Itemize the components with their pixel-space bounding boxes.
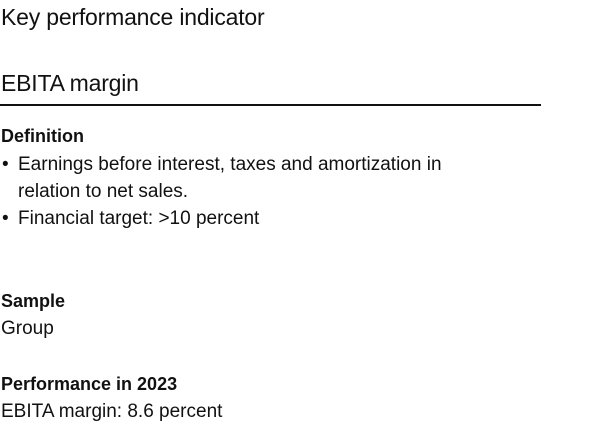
bullet-text: Financial target: >10 percent [18, 208, 260, 229]
list-item: • Earnings before interest, taxes and am… [0, 151, 488, 205]
bullet-text: Earnings before interest, taxes and amor… [18, 154, 442, 202]
definition-list: • Earnings before interest, taxes and am… [0, 151, 488, 232]
performance-value: EBITA margin: 8.6 percent [1, 401, 223, 422]
title-divider [0, 104, 541, 106]
sample-label: Sample [1, 291, 66, 311]
metric-title: EBITA margin [1, 70, 139, 96]
bullet-marker: • [2, 208, 9, 229]
page-title: Key performance indicator [1, 4, 265, 30]
bullet-marker: • [2, 154, 9, 175]
sample-value: Group [1, 318, 54, 339]
performance-label: Performance in 2023 [1, 374, 178, 394]
list-item: • Financial target: >10 percent [0, 205, 488, 232]
definition-label: Definition [1, 126, 84, 146]
